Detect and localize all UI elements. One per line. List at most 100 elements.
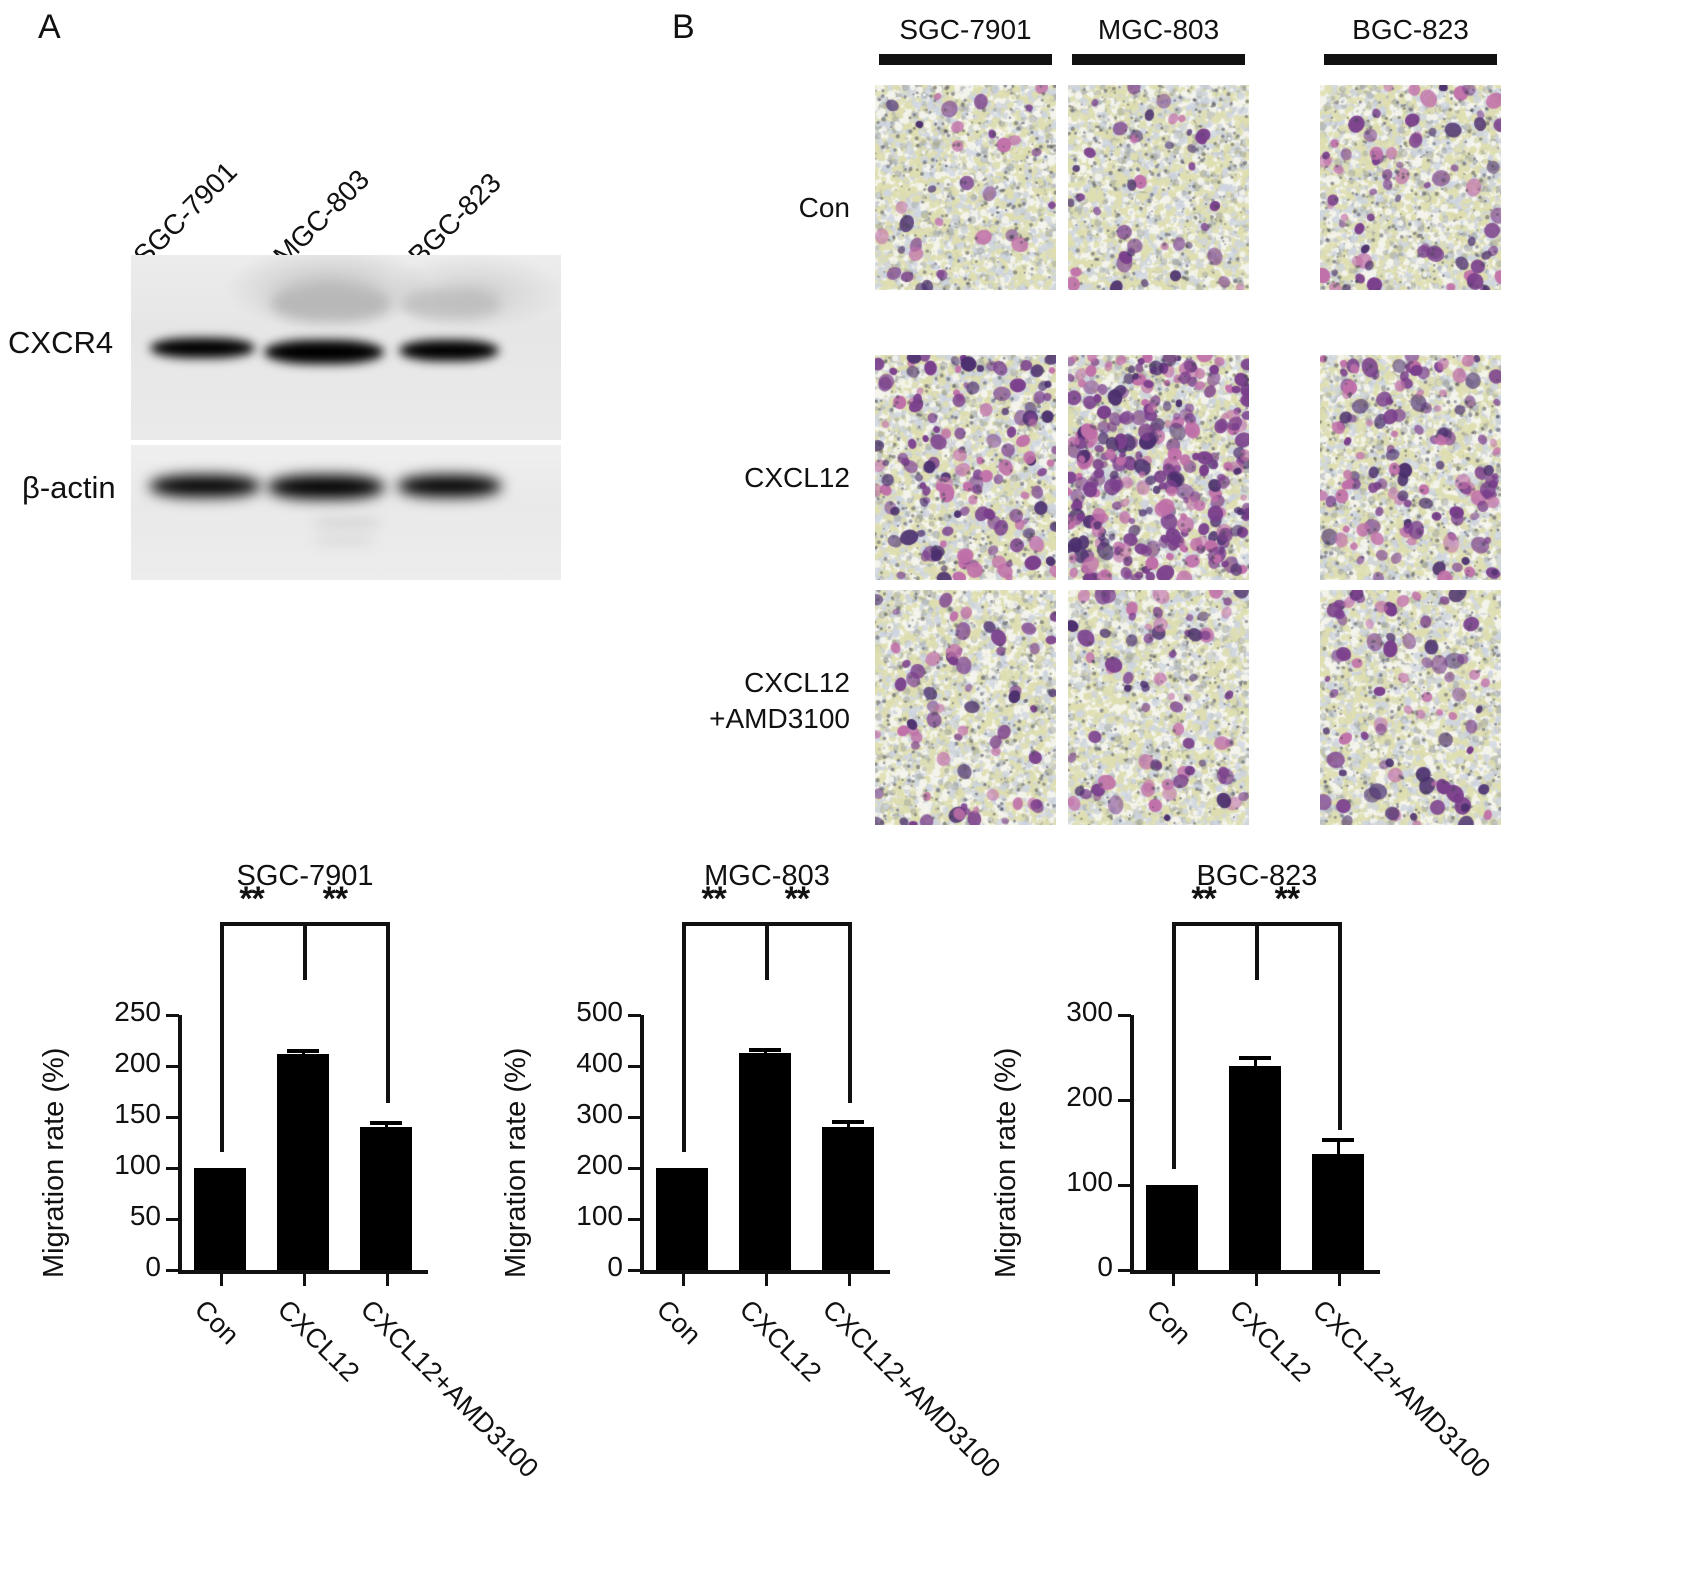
micrograph-cell xyxy=(875,355,1056,580)
x-tick xyxy=(681,1274,685,1286)
bar xyxy=(1229,1066,1281,1270)
y-tick xyxy=(166,1116,179,1119)
y-tick-label: 500 xyxy=(576,996,623,1027)
bar-chart-row: SGC-7901 0 50 100 150 200 250 Migration rate (%… xyxy=(0,860,1684,1590)
y-tick xyxy=(166,1014,179,1017)
significance-bracket-left-arm xyxy=(219,922,224,1152)
x-tick xyxy=(386,1274,390,1286)
y-tick-label: 300 xyxy=(1066,996,1113,1027)
x-tick-label: CXCL12 xyxy=(1223,1294,1318,1388)
bar xyxy=(193,1168,246,1270)
significance-bracket-mid-arm xyxy=(765,922,769,980)
significance-marker: ** xyxy=(1191,880,1216,918)
y-tick-label: 100 xyxy=(576,1200,623,1231)
y-axis xyxy=(640,1015,644,1270)
blot-row-label-cxcr4: CXCR4 xyxy=(8,325,114,360)
error-bar xyxy=(1336,1138,1340,1154)
y-tick xyxy=(166,1065,179,1068)
y-tick-label: 100 xyxy=(114,1149,161,1180)
x-axis xyxy=(1130,1270,1380,1274)
y-tick xyxy=(166,1218,179,1221)
x-tick xyxy=(219,1274,223,1286)
significance-bracket-left-arm xyxy=(1171,922,1176,1169)
micrograph-cell xyxy=(875,590,1056,825)
error-bar xyxy=(1253,1055,1257,1066)
y-tick xyxy=(628,1116,641,1119)
chart-title: SGC-7901 xyxy=(236,860,374,892)
micrograph-cell xyxy=(1068,85,1249,290)
bar xyxy=(655,1168,708,1270)
y-axis xyxy=(178,1015,182,1270)
y-tick xyxy=(1118,1014,1131,1017)
y-tick-label: 100 xyxy=(1066,1166,1113,1197)
error-bar-cap xyxy=(287,1048,319,1053)
significance-marker: ** xyxy=(701,880,726,918)
x-tick xyxy=(1338,1274,1342,1286)
significance-bracket-top xyxy=(219,922,387,926)
significance-marker: ** xyxy=(1274,880,1300,918)
y-tick-label: 250 xyxy=(114,996,161,1027)
panel-a-letter: A xyxy=(38,8,61,46)
significance-marker: ** xyxy=(784,880,810,918)
error-bar-cap xyxy=(1322,1138,1355,1143)
micrograph-column-label-sgc-7901: SGC-7901 xyxy=(899,14,1032,45)
micrograph-cell xyxy=(1068,590,1249,825)
micrograph-column-rule xyxy=(1072,54,1245,65)
y-tick-label: 0 xyxy=(607,1251,623,1282)
micrograph-cell xyxy=(1320,85,1501,290)
y-tick-label: 200 xyxy=(1066,1081,1113,1112)
y-tick-label: 200 xyxy=(576,1149,623,1180)
y-tick xyxy=(166,1269,179,1272)
micrograph-cell xyxy=(875,85,1056,290)
blot-image-actin xyxy=(131,445,561,580)
y-tick-label: 0 xyxy=(1097,1251,1113,1282)
y-tick-label: 50 xyxy=(129,1200,161,1231)
blot-row-label-actin: β-actin xyxy=(22,470,116,505)
chart-title: BGC-823 xyxy=(1196,860,1318,892)
panel-b-letter: B xyxy=(672,8,695,46)
significance-bracket-mid-arm xyxy=(303,922,307,980)
significance-bracket-right-arm xyxy=(848,922,853,1104)
y-tick xyxy=(628,1167,641,1170)
micrograph-cell xyxy=(1320,590,1501,825)
chart-title: MGC-803 xyxy=(704,860,830,892)
x-axis xyxy=(178,1270,428,1274)
y-tick xyxy=(166,1167,179,1170)
micrograph-column-rule xyxy=(1324,54,1497,65)
x-tick-label: Con xyxy=(1140,1294,1197,1351)
bar xyxy=(360,1127,413,1270)
bar-chart-sgc-7901: SGC-7901 0 50 100 150 200 250 Migration rate (%… xyxy=(0,860,1684,1590)
micrograph-column-label-bgc-823: BGC-823 xyxy=(1352,14,1469,45)
x-tick xyxy=(765,1274,768,1286)
significance-bracket-mid-arm xyxy=(1255,922,1259,980)
y-tick-label: 200 xyxy=(114,1047,161,1078)
x-tick xyxy=(1255,1274,1258,1286)
y-tick xyxy=(628,1218,641,1221)
x-axis xyxy=(640,1270,890,1274)
x-tick-label: CXCL12+AMD3100 xyxy=(1307,1294,1497,1484)
x-tick xyxy=(303,1274,306,1286)
y-axis xyxy=(1130,1015,1134,1270)
bar xyxy=(1145,1185,1198,1270)
y-tick-label: 0 xyxy=(145,1251,161,1282)
micrograph-column-rule xyxy=(879,54,1052,65)
significance-bracket-right-arm xyxy=(386,922,391,1104)
error-bar-cap xyxy=(1239,1055,1271,1060)
y-tick xyxy=(628,1014,641,1017)
bar-chart-mgc-803: MGC-803 0 100 200 300 400 500 Migration rate (%… xyxy=(0,860,1684,1590)
y-tick-label: 150 xyxy=(114,1098,161,1129)
significance-bracket-top xyxy=(1171,922,1339,926)
y-tick xyxy=(628,1269,641,1272)
blot-image-cxcr4 xyxy=(131,255,561,440)
y-tick xyxy=(1118,1099,1131,1102)
micrograph-column-label-mgc-803: MGC-803 xyxy=(1097,14,1220,45)
y-tick-label: 400 xyxy=(576,1047,623,1078)
significance-bracket-left-arm xyxy=(681,922,686,1152)
error-bar-cap xyxy=(832,1120,865,1125)
y-tick xyxy=(628,1065,641,1068)
significance-marker: ** xyxy=(239,880,264,918)
y-axis-label: Migration rate (%) xyxy=(990,1047,1022,1278)
bar xyxy=(277,1053,329,1270)
bar-chart-bgc-823: BGC-823 0 100 200 300 Migration rate (%) Con CX… xyxy=(0,860,1684,1590)
micrograph-row-label-2: CXCL12 +AMD3100 xyxy=(709,667,850,734)
